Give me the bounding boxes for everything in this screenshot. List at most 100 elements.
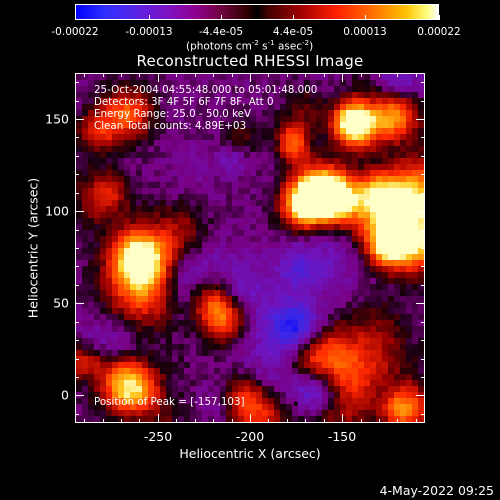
y-minor-tick-left (75, 285, 79, 286)
y-tick-right (416, 395, 425, 396)
x-tick-top (158, 73, 159, 82)
x-minor-tick-bottom (324, 419, 325, 423)
x-minor-tick-bottom (84, 419, 85, 423)
colorbar-tick (365, 15, 366, 20)
y-minor-tick-left (75, 248, 79, 249)
x-minor-tick-top (176, 73, 177, 77)
x-minor-tick-bottom (287, 419, 288, 423)
min-marker (215, 286, 220, 291)
x-tick-bottom (158, 414, 159, 423)
x-minor-tick-bottom (103, 419, 104, 423)
y-minor-tick-right (421, 174, 425, 175)
y-minor-tick-right (421, 230, 425, 231)
x-axis-label: Heliocentric X (arcsec) (179, 446, 321, 461)
colorbar-unit-label: (photons cm-2 s-1 asec-2) (186, 39, 313, 53)
x-minor-tick-top (287, 73, 288, 77)
x-tick-top (250, 73, 251, 82)
heatmap-cells (76, 74, 424, 422)
y-minor-tick-left (75, 174, 79, 175)
y-tick-left (75, 211, 84, 212)
y-tick-right (416, 303, 425, 304)
y-minor-tick-left (75, 322, 79, 323)
y-minor-tick-right (421, 137, 425, 138)
x-minor-tick-top (268, 73, 269, 77)
colorbar-unit-part: s (258, 40, 268, 53)
colorbar-tick-label: -4.4e-05 (198, 26, 244, 38)
y-tick-label: 50 (53, 295, 69, 311)
colorbar-unit-exp: -2 (302, 39, 310, 47)
y-tick-right (416, 211, 425, 212)
y-tick-right (416, 119, 425, 120)
x-minor-tick-bottom (232, 419, 233, 423)
info-detectors: Detectors: 3F 4F 5F 6F 7F 8F, Att 0 (94, 96, 274, 108)
y-minor-tick-left (75, 359, 79, 360)
x-minor-tick-bottom (195, 419, 196, 423)
colorbar-tick-label: 4.4e-05 (272, 26, 314, 38)
x-tick-label: -250 (143, 429, 173, 444)
y-minor-tick-right (421, 193, 425, 194)
colorbar-tick (293, 15, 294, 20)
y-minor-tick-left (75, 101, 79, 102)
y-minor-tick-left (75, 414, 79, 415)
colorbar-unit-part: asec (274, 40, 303, 53)
colorbar-tick (221, 15, 222, 20)
min-marker (293, 401, 298, 406)
x-minor-tick-top (195, 73, 196, 77)
x-minor-tick-bottom (121, 419, 122, 423)
y-minor-tick-right (421, 340, 425, 341)
y-minor-tick-right (421, 156, 425, 157)
y-tick-left (75, 119, 84, 120)
x-tick-label: -200 (235, 429, 265, 444)
x-tick-top (342, 73, 343, 82)
info-energy-range: Energy Range: 25.0 - 50.0 keV (94, 108, 252, 120)
colorbar-tick-label: -0.00013 (125, 26, 173, 38)
y-minor-tick-left (75, 137, 79, 138)
y-minor-tick-right (421, 248, 425, 249)
y-minor-tick-right (421, 377, 425, 378)
colorbar-unit-part: (photons cm (186, 40, 252, 53)
y-tick-label: 100 (45, 203, 69, 219)
info-time-range: 25-Oct-2004 04:55:48.000 to 05:01:48.000 (94, 84, 318, 96)
y-minor-tick-left (75, 377, 79, 378)
x-minor-tick-top (139, 73, 140, 77)
y-minor-tick-right (421, 285, 425, 286)
y-tick-left (75, 395, 84, 396)
y-axis-label: Heliocentric Y (arcsec) (25, 177, 41, 319)
info-clean-counts: Clean Total counts: 4.89E+03 (94, 120, 247, 132)
colorbar-unit-exp: -2 (251, 39, 259, 47)
x-tick-bottom (250, 414, 251, 423)
x-minor-tick-top (324, 73, 325, 77)
x-minor-tick-top (84, 73, 85, 77)
x-minor-tick-top (232, 73, 233, 77)
y-tick-left (75, 303, 84, 304)
info-peak-position: Position of Peak = [-157,103] (94, 396, 245, 408)
y-tick-label: 150 (45, 111, 69, 127)
y-minor-tick-left (75, 340, 79, 341)
y-minor-tick-left (75, 230, 79, 231)
x-minor-tick-top (121, 73, 122, 77)
x-minor-tick-top (305, 73, 306, 77)
y-minor-tick-left (75, 193, 79, 194)
y-minor-tick-right (421, 266, 425, 267)
footer-timestamp: 4-May-2022 09:25 (379, 483, 494, 498)
heatmap-image (76, 74, 424, 422)
colorbar-tick (75, 15, 76, 20)
y-minor-tick-right (421, 101, 425, 102)
x-minor-tick-bottom (213, 419, 214, 423)
x-minor-tick-top (213, 73, 214, 77)
x-minor-tick-bottom (397, 419, 398, 423)
colorbar-unit-exp: -1 (267, 39, 275, 47)
y-minor-tick-right (421, 322, 425, 323)
colorbar-tick (149, 15, 150, 20)
x-minor-tick-top (397, 73, 398, 77)
colorbar-tick-label: 0.00013 (343, 26, 387, 38)
y-minor-tick-left (75, 82, 79, 83)
y-minor-tick-left (75, 156, 79, 157)
x-minor-tick-bottom (361, 419, 362, 423)
y-tick-label: 0 (61, 387, 69, 403)
x-minor-tick-top (379, 73, 380, 77)
colorbar (75, 4, 439, 20)
x-minor-tick-top (361, 73, 362, 77)
y-minor-tick-left (75, 266, 79, 267)
x-minor-tick-top (416, 73, 417, 77)
